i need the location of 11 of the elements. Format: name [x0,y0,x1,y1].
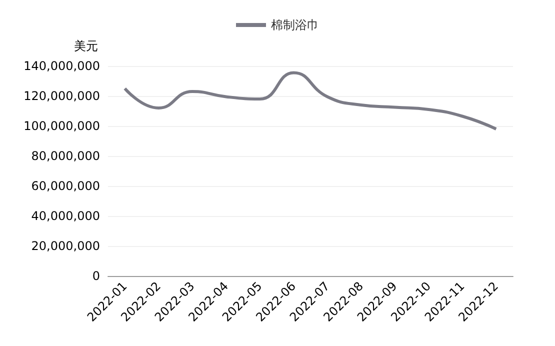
y-tick-label: 20,000,000 [31,239,100,253]
legend-label: 棉制浴巾 [271,18,319,32]
y-tick-label: 140,000,000 [24,59,100,73]
y-axis-title: 美元 [74,39,98,53]
y-tick-label: 120,000,000 [24,89,100,103]
y-tick-label: 0 [92,269,100,283]
y-tick-label: 100,000,000 [24,119,100,133]
line-series [123,71,498,130]
y-tick-label: 40,000,000 [31,209,100,223]
y-tick-label: 60,000,000 [31,179,100,193]
y-tick-label: 80,000,000 [31,149,100,163]
